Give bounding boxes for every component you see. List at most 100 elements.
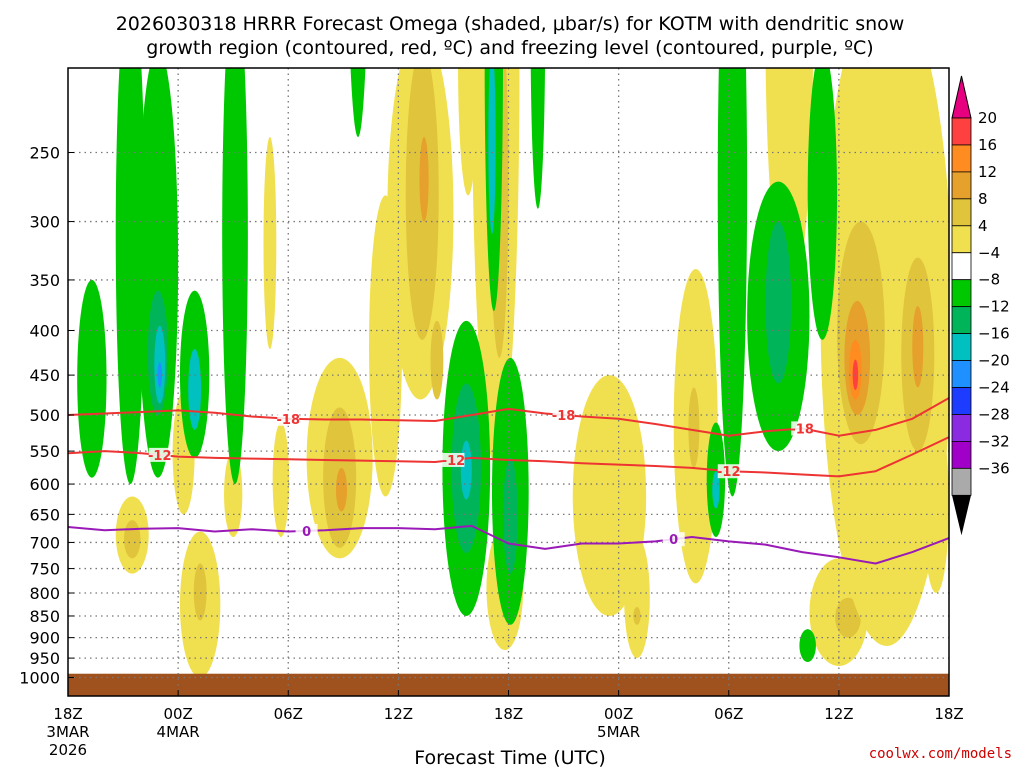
- contour-label-bg: [277, 411, 300, 426]
- contour-label-bg: [717, 464, 740, 479]
- y-tick-label: 700: [29, 533, 60, 552]
- contour-label-bg: [442, 452, 465, 467]
- contour-line: [68, 524, 949, 565]
- colorbar-swatch: [951, 440, 972, 469]
- omega-region-c4_8: [123, 520, 141, 559]
- y-tick-label: 900: [29, 629, 60, 648]
- omega-region-c0_4: [923, 415, 949, 593]
- contour-label: 0: [302, 525, 311, 540]
- contour-label: -12: [148, 449, 172, 464]
- colorbar-swatch: [951, 144, 972, 173]
- colorbar-label: 20: [978, 109, 997, 127]
- x-tick-label: 12Z: [384, 705, 413, 723]
- colorbar-swatch: [951, 467, 972, 496]
- y-tick-label: 450: [29, 366, 60, 385]
- colorbar-swatch: [951, 333, 972, 361]
- x-tick-sublabel: 3MAR: [46, 723, 89, 741]
- chart-title-line2: growth region (contoured, red, ºC) and f…: [146, 37, 873, 59]
- colorbar-label: 16: [978, 136, 997, 154]
- colorbar-label: 4: [978, 217, 988, 235]
- colorbar-label: −20: [978, 352, 1010, 370]
- y-tick-label: 850: [29, 607, 60, 626]
- omega-region-c8_12: [912, 306, 924, 388]
- y-tick-label: 350: [29, 271, 60, 290]
- colorbar-swatch: [951, 225, 972, 254]
- contour-label-bg: [295, 523, 318, 538]
- colorbar-label: 12: [978, 163, 997, 181]
- omega-region-cm12_m16: [188, 348, 202, 430]
- omega-region-c4_8: [633, 606, 641, 625]
- omega-region-cm4_m8: [77, 279, 107, 478]
- x-tick-label: 18Z: [494, 705, 523, 723]
- x-tick-sublabel: 2026: [49, 741, 87, 759]
- colorbar-label: 8: [978, 190, 988, 208]
- y-tick-label: 550: [29, 442, 60, 461]
- colorbar-swatch: [951, 252, 972, 281]
- contour-label: -18: [277, 413, 301, 428]
- omega-region-cm4_m8: [807, 68, 838, 340]
- colorbar-label: −32: [978, 432, 1010, 450]
- x-tick-label: 18Z: [934, 705, 963, 723]
- omega-region-c4_8: [688, 387, 700, 468]
- omega-region-cm8_m12: [502, 457, 518, 574]
- omega-region-cm4_m8: [222, 68, 248, 484]
- contour-label: -18: [552, 409, 576, 424]
- y-tick-label: 800: [29, 584, 60, 603]
- omega-region-c8_12: [419, 137, 429, 222]
- x-tick-sublabel: 4MAR: [157, 723, 200, 741]
- colorbar-top-arrow: [951, 75, 972, 119]
- omega-region-c8_12: [335, 467, 347, 512]
- colorbar-label: −4: [978, 244, 1000, 262]
- omega-region-c0_4: [272, 422, 290, 537]
- x-tick-label: 06Z: [274, 705, 303, 723]
- colorbar-label: −28: [978, 405, 1010, 423]
- colorbar-swatch: [951, 387, 972, 415]
- colorbar-label: −36: [978, 459, 1010, 477]
- contour-line: [68, 436, 949, 478]
- colorbar-label: −12: [978, 298, 1010, 316]
- contour-label: 0: [669, 533, 678, 548]
- x-axis-label: Forecast Time (UTC): [414, 747, 605, 768]
- chart-title-line1: 2026030318 HRRR Forecast Omega (shaded, …: [116, 13, 905, 35]
- omega-region-c4_8: [835, 597, 861, 638]
- contour-label-bg: [791, 421, 814, 436]
- x-tick-label: 00Z: [604, 705, 633, 723]
- y-axis: 250 300 350 400 450 500 550 600 650 700 750 800 850 9…: [19, 144, 74, 688]
- x-tick-label: 18Z: [53, 705, 82, 723]
- omega-region-cm4_m8: [115, 68, 146, 484]
- credit-text: coolwx.com/models: [869, 746, 1012, 762]
- colorbar-label: −24: [978, 379, 1010, 397]
- omega-region-cm4_m8: [324, 0, 344, 6]
- omega-region-cm12_m16: [712, 471, 720, 509]
- omega-region-cm4_m8: [717, 68, 748, 497]
- y-tick-label: 1000: [19, 669, 60, 688]
- colorbar-swatch: [951, 198, 972, 227]
- omega-region-c0_4: [820, 68, 949, 646]
- contour-label-bg: [662, 532, 685, 547]
- colorbar-swatch: [951, 117, 972, 146]
- omega-region-c0_4: [624, 536, 650, 659]
- contour-label: -12: [442, 454, 466, 469]
- omega-region-c0_4: [263, 137, 277, 349]
- x-tick-sublabel: 5MAR: [597, 723, 640, 741]
- omega-region-cm4_m8: [799, 629, 816, 663]
- y-tick-label: 500: [29, 406, 60, 425]
- y-tick-label: 400: [29, 322, 60, 341]
- x-tick-label: 00Z: [163, 705, 192, 723]
- y-tick-label: 650: [29, 505, 60, 524]
- colorbar-swatch: [951, 171, 972, 200]
- x-tick-label: 12Z: [824, 705, 853, 723]
- colorbar-swatch: [951, 360, 972, 388]
- omega-region-cm12_m16: [460, 440, 472, 500]
- y-tick-label: 250: [29, 144, 60, 163]
- y-tick-label: 750: [29, 560, 60, 579]
- colorbar-swatch: [951, 414, 972, 442]
- contour-labels: -18 -18 -18 -12 -12 -12 0 0: [148, 408, 814, 548]
- contour-label: -12: [717, 465, 741, 480]
- omega-region-cm12_m16: [488, 68, 496, 234]
- x-tick-label: 06Z: [714, 705, 743, 723]
- omega-region-cm4_m8: [530, 68, 546, 209]
- colorbar-bottom-arrow: [952, 495, 971, 536]
